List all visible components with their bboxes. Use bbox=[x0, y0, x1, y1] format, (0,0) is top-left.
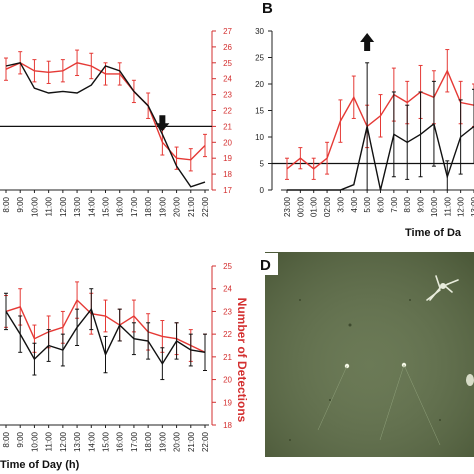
x-tick-label: 20:00 bbox=[173, 196, 182, 217]
value-tick-label: 22 bbox=[223, 107, 232, 116]
x-tick-label: 13:00 bbox=[470, 196, 474, 217]
panel-b-letter: B bbox=[262, 0, 273, 17]
x-tick-label: 17:00 bbox=[130, 431, 139, 452]
x-tick-label: 8:00 bbox=[403, 196, 412, 212]
value-tick-label: 17 bbox=[223, 186, 232, 195]
panel-a-chart: 17 18 19 20 21 22 23 24 25 26 27 8:00 9:00 10:00 11:00… bbox=[0, 27, 233, 217]
value-tick-label: 23 bbox=[223, 307, 232, 316]
series-line-red bbox=[5, 298, 206, 353]
x-tick-label: 9:00 bbox=[16, 196, 25, 212]
panel-b-x-title: Time of Da bbox=[405, 227, 462, 239]
series-line-black bbox=[5, 307, 206, 366]
x-tick-label: 6:00 bbox=[377, 196, 386, 212]
panel-d-letter: D bbox=[260, 257, 271, 274]
panel-d-letter-box bbox=[256, 253, 278, 275]
value-tick-label: 18 bbox=[223, 421, 232, 430]
x-tick-label: 8:00 bbox=[2, 431, 11, 447]
series-line-red bbox=[5, 62, 206, 161]
panel-d-photo: D bbox=[256, 252, 474, 457]
x-tick-label: 12:00 bbox=[457, 196, 466, 217]
x-tick-label: 02:00 bbox=[323, 196, 332, 217]
up-arrow-marker bbox=[360, 33, 375, 51]
x-tick-label: 22:00 bbox=[201, 431, 210, 452]
x-tick-label: 19:00 bbox=[158, 431, 167, 452]
x-tick-label: 20:00 bbox=[173, 431, 182, 452]
x-tick-label: 13:00 bbox=[73, 431, 82, 452]
x-tick-label: 01:00 bbox=[310, 196, 319, 217]
value-tick-label: 25 bbox=[255, 54, 264, 63]
x-tick-label: 11:00 bbox=[45, 196, 54, 216]
series-line-red bbox=[286, 69, 474, 170]
partial-organism bbox=[466, 374, 474, 386]
value-tick-label: 23 bbox=[223, 91, 232, 100]
x-tick-label: 11:00 bbox=[45, 431, 54, 451]
x-tick-label: 11:00 bbox=[443, 196, 452, 216]
x-tick-label: 19:00 bbox=[158, 196, 167, 217]
x-tick-label: 16:00 bbox=[116, 431, 125, 452]
x-tick-label: 23:00 bbox=[283, 196, 292, 217]
panel-c-right-axis-title: Number of Detections bbox=[235, 298, 249, 423]
value-tick-label: 20 bbox=[223, 376, 232, 385]
panel-c-chart: Time of Day (h) Number of Detections 18 1… bbox=[0, 262, 249, 471]
x-tick-label: 10:00 bbox=[30, 431, 39, 452]
value-tick-label: 27 bbox=[223, 27, 232, 36]
x-tick-label: 16:00 bbox=[116, 196, 125, 217]
x-tick-label: 9:00 bbox=[417, 196, 426, 212]
panel-b-chart: B Time of Da 0 5 10 15 20 25 30 23:00 00:00 01:00… bbox=[255, 0, 474, 239]
x-tick-label: 15:00 bbox=[102, 431, 111, 452]
x-tick-label: 21:00 bbox=[187, 431, 196, 452]
photo-specks bbox=[289, 299, 441, 441]
x-tick-label: 10:00 bbox=[30, 196, 39, 217]
panel-c-x-title: Time of Day (h) bbox=[0, 459, 80, 471]
x-tick-label: 5:00 bbox=[363, 196, 372, 212]
series-line-black bbox=[287, 122, 474, 191]
x-tick-label: 18:00 bbox=[144, 431, 153, 452]
value-tick-label: 19 bbox=[223, 154, 232, 163]
x-tick-label: 17:00 bbox=[130, 196, 139, 217]
value-tick-label: 22 bbox=[223, 330, 232, 339]
value-tick-label: 5 bbox=[260, 160, 265, 169]
amphipod-organism bbox=[426, 275, 459, 301]
x-tick-label: 10:00 bbox=[430, 196, 439, 217]
value-tick-label: 25 bbox=[223, 262, 232, 271]
value-tick-label: 24 bbox=[223, 75, 232, 84]
value-tick-label: 21 bbox=[223, 353, 232, 362]
x-tick-label: 4:00 bbox=[350, 196, 359, 212]
photo-shading bbox=[265, 252, 474, 457]
value-tick-label: 10 bbox=[255, 133, 264, 142]
x-tick-label: 12:00 bbox=[59, 196, 68, 217]
x-tick-label: 14:00 bbox=[87, 431, 96, 452]
x-tick-label: 13:00 bbox=[73, 196, 82, 217]
value-tick-label: 15 bbox=[255, 107, 264, 116]
value-tick-label: 24 bbox=[223, 285, 232, 294]
x-tick-label: 21:00 bbox=[187, 196, 196, 217]
x-tick-label: 9:00 bbox=[16, 431, 25, 447]
x-tick-label: 12:00 bbox=[59, 431, 68, 452]
series-line-black bbox=[5, 62, 206, 188]
value-tick-label: 19 bbox=[223, 398, 232, 407]
x-tick-label: 15:00 bbox=[102, 196, 111, 217]
value-tick-label: 21 bbox=[223, 122, 232, 131]
value-tick-label: 26 bbox=[223, 43, 232, 52]
x-tick-label: 3:00 bbox=[336, 196, 345, 212]
value-tick-label: 30 bbox=[255, 27, 264, 36]
value-tick-label: 20 bbox=[255, 80, 264, 89]
value-tick-label: 25 bbox=[223, 59, 232, 68]
x-tick-label: 14:00 bbox=[87, 196, 96, 217]
value-tick-label: 0 bbox=[260, 186, 265, 195]
x-tick-label: 7:00 bbox=[390, 196, 399, 212]
down-arrow-marker bbox=[155, 115, 170, 132]
value-tick-label: 18 bbox=[223, 170, 232, 179]
x-tick-label: 18:00 bbox=[144, 196, 153, 217]
x-tick-label: 00:00 bbox=[296, 196, 305, 217]
x-tick-label: 22:00 bbox=[201, 196, 210, 217]
photo-light-spots bbox=[317, 362, 441, 446]
x-tick-label: 8:00 bbox=[2, 196, 11, 212]
value-tick-label: 20 bbox=[223, 138, 232, 147]
